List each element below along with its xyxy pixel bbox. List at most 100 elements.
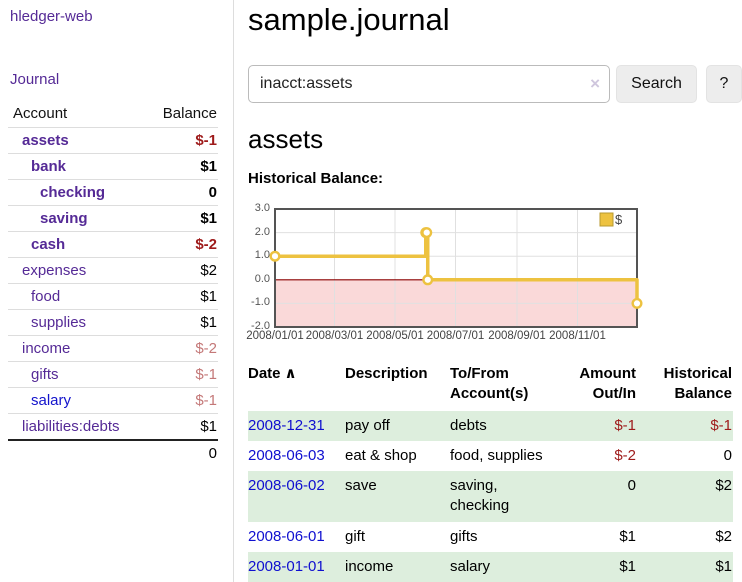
y-axis-tick-label: 3.0	[254, 202, 270, 214]
register-row: 2008-06-02 save saving, checking 0 $2	[248, 471, 733, 522]
account-link[interactable]: liabilities:debts	[22, 418, 120, 435]
sidebar-divider	[233, 0, 234, 582]
register-header-amount: Amount Out/In	[579, 365, 636, 403]
account-balance: $1	[144, 309, 218, 336]
account-row: supplies $1	[8, 309, 218, 336]
x-axis-tick-label: 2008/05/01	[366, 330, 424, 342]
account-link[interactable]: checking	[40, 184, 106, 201]
search-input-wrap: ×	[248, 65, 610, 103]
search-button[interactable]: Search	[616, 65, 697, 103]
accounts-header-balance: Balance	[144, 101, 218, 128]
register-header-date[interactable]: Date ∧	[248, 365, 297, 382]
register-header-description: Description	[345, 365, 428, 382]
register-accounts-cell: food, supplies	[450, 446, 543, 464]
account-link[interactable]: bank	[31, 158, 67, 175]
register-date-cell: 2008-06-02	[248, 471, 345, 522]
register-date-cell: 2008-01-01	[248, 552, 345, 582]
y-axis-tick-label: -1.0	[251, 296, 270, 309]
transaction-date-link[interactable]: 2008-12-31	[248, 416, 325, 434]
account-name-cell: gifts	[8, 361, 145, 388]
chart-canvas: $	[269, 208, 643, 328]
page-title: sample.journal	[248, 2, 450, 37]
register-amount-cell: $-1	[614, 416, 636, 434]
account-link[interactable]: food	[31, 288, 61, 305]
account-name-cell: checking	[8, 179, 145, 206]
account-name-cell: income	[8, 335, 145, 362]
account-row: salary $-1	[8, 387, 218, 414]
account-name-cell: supplies	[8, 309, 145, 336]
x-axis-tick-label: 2008/09/01	[488, 330, 546, 342]
account-row: bank $1	[8, 153, 218, 180]
register-accounts-cell: gifts	[450, 527, 478, 545]
account-row: expenses $2	[8, 257, 218, 284]
register-description-cell: save	[345, 477, 377, 494]
x-axis-tick-label: 2008/11/01	[549, 330, 606, 342]
account-name-cell: food	[8, 283, 145, 310]
register-date-cell: 2008-12-31	[248, 411, 345, 441]
account-link[interactable]: cash	[31, 236, 66, 253]
register-balance-cell: $1	[715, 557, 732, 575]
transaction-date-link[interactable]: 2008-06-03	[248, 446, 325, 464]
accounts-total-value: 0	[144, 439, 218, 466]
account-row: cash $-2	[8, 231, 218, 258]
account-section-title: assets	[248, 124, 324, 154]
clear-search-icon[interactable]: ×	[590, 74, 600, 93]
transaction-date-link[interactable]: 2008-01-01	[248, 557, 325, 575]
account-name-cell: assets	[8, 127, 145, 154]
register-amount-cell: 0	[627, 477, 636, 494]
register-header-balance: Historical Balance	[663, 365, 732, 403]
register-header-row: Date ∧ Description To/From Account(s) Amo…	[248, 360, 733, 411]
account-link[interactable]: supplies	[31, 314, 87, 331]
search-input[interactable]	[248, 65, 610, 103]
register-amount-cell: $1	[619, 527, 636, 545]
sidebar-item-journal[interactable]: Journal	[10, 71, 60, 88]
account-link[interactable]: expenses	[22, 262, 87, 279]
account-row: assets $-1	[8, 127, 218, 154]
register-balance-cell: 0	[723, 446, 732, 464]
account-balance: $-2	[144, 335, 218, 362]
account-balance: 0	[144, 179, 218, 206]
register-table: Date ∧ Description To/From Account(s) Amo…	[248, 360, 733, 582]
account-name-cell: cash	[8, 231, 145, 258]
register-balance-cell: $2	[715, 527, 732, 545]
account-row: saving $1	[8, 205, 218, 232]
account-row: liabilities:debts $1	[8, 413, 218, 441]
register-date-cell: 2008-06-03	[248, 441, 345, 471]
account-link[interactable]: income	[22, 340, 71, 357]
register-header-accounts: To/From Account(s)	[450, 365, 529, 403]
account-balance: $-1	[144, 387, 218, 414]
y-axis-tick-label: -2.0	[251, 320, 270, 332]
register-description-cell: pay off	[345, 416, 390, 434]
account-link[interactable]: salary	[31, 392, 72, 409]
help-button[interactable]: ?	[706, 65, 742, 103]
accounts-total-row: 0	[8, 439, 218, 466]
account-row: income $-2	[8, 335, 218, 362]
account-link[interactable]: gifts	[31, 366, 59, 383]
account-balance: $1	[144, 205, 218, 232]
transaction-date-link[interactable]: 2008-06-01	[248, 527, 325, 545]
account-balance: $2	[144, 257, 218, 284]
account-link[interactable]: saving	[40, 210, 88, 227]
account-balance: $1	[144, 153, 218, 180]
account-row: food $1	[8, 283, 218, 310]
account-name-cell: liabilities:debts	[8, 413, 145, 441]
chart-title: Historical Balance:	[248, 170, 384, 187]
y-axis-tick-label: 0.0	[254, 272, 270, 285]
y-axis-tick-label: 1.0	[254, 249, 270, 262]
register-date-cell: 2008-06-01	[248, 522, 345, 552]
account-name-cell: bank	[8, 153, 145, 180]
account-balance: $1	[144, 283, 218, 310]
register-row: 2008-01-01 income salary $1 $1	[248, 551, 733, 582]
account-name-cell: saving	[8, 205, 145, 232]
transaction-date-link[interactable]: 2008-06-02	[248, 477, 325, 494]
register-description-cell: eat & shop	[345, 446, 417, 464]
x-axis-tick-label: 2008/03/01	[305, 330, 364, 342]
register-accounts-cell: saving, checking	[450, 477, 510, 515]
account-link[interactable]: assets	[22, 132, 69, 149]
register-amount-cell: $-2	[614, 446, 636, 464]
account-name-cell: expenses	[8, 257, 145, 284]
sort-asc-icon: ∧	[284, 365, 297, 382]
app-title-link[interactable]: hledger-web	[10, 8, 93, 25]
accounts-header-row: Account Balance	[8, 101, 218, 128]
account-balance: $-1	[144, 361, 218, 388]
